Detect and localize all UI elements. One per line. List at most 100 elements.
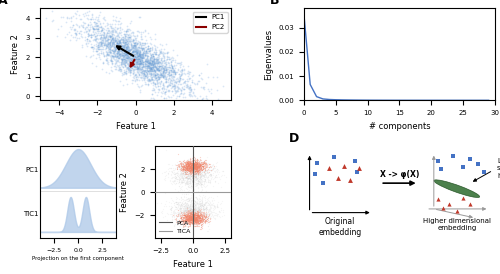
Point <box>144 65 152 69</box>
Point <box>121 52 129 57</box>
Point <box>118 40 126 45</box>
Point <box>130 42 138 47</box>
Point <box>198 206 206 210</box>
Point <box>134 56 142 61</box>
Point <box>100 34 108 38</box>
Point <box>192 171 200 175</box>
Point <box>189 166 197 170</box>
Point <box>97 29 105 33</box>
Point <box>118 45 126 50</box>
Point <box>178 67 186 72</box>
Point <box>115 43 123 48</box>
Point <box>169 101 177 105</box>
Point <box>185 160 193 165</box>
Point <box>193 182 201 186</box>
Point <box>106 45 114 50</box>
Point <box>110 41 118 45</box>
Point <box>194 177 202 181</box>
Point <box>188 198 196 202</box>
Point <box>136 44 144 48</box>
Point <box>152 84 160 89</box>
Point <box>188 164 196 169</box>
Point <box>182 175 190 180</box>
Point <box>187 198 195 203</box>
Point <box>102 42 110 46</box>
Point <box>188 158 196 162</box>
Point <box>138 67 145 71</box>
Point <box>138 46 146 50</box>
Point <box>102 58 110 62</box>
Point <box>149 64 157 68</box>
Point <box>186 163 194 168</box>
Point <box>187 163 195 167</box>
Point <box>114 45 122 50</box>
Point <box>108 58 116 63</box>
Point <box>187 159 195 164</box>
Point <box>109 35 117 39</box>
Point <box>164 56 172 61</box>
Point <box>201 169 209 174</box>
Point <box>181 164 189 168</box>
Point <box>136 15 144 19</box>
Point <box>89 29 97 33</box>
Point <box>180 179 188 184</box>
Point <box>95 55 103 59</box>
Point <box>123 45 131 50</box>
X-axis label: Feature 1: Feature 1 <box>116 122 156 131</box>
Point <box>126 52 134 56</box>
Point <box>186 220 194 224</box>
Point <box>135 78 143 82</box>
Point <box>138 55 146 59</box>
Point <box>185 183 193 187</box>
Point <box>190 212 198 216</box>
Point <box>176 218 184 223</box>
Point <box>190 216 198 221</box>
Point <box>200 159 207 163</box>
Point <box>188 218 196 222</box>
Point <box>179 177 187 181</box>
Point <box>182 83 190 87</box>
Text: D: D <box>288 132 299 145</box>
Point <box>182 208 190 212</box>
Point <box>109 49 117 53</box>
Point <box>96 25 104 29</box>
Point <box>194 212 202 217</box>
Point <box>181 205 189 210</box>
Point <box>116 78 124 83</box>
Point <box>156 73 164 77</box>
Point <box>171 162 179 167</box>
Point <box>186 215 194 219</box>
Point <box>146 65 154 69</box>
Point <box>144 44 152 48</box>
Point <box>176 204 184 209</box>
Point <box>102 49 110 53</box>
Point <box>186 221 194 226</box>
Point <box>190 202 198 207</box>
Point <box>111 38 119 43</box>
Point <box>196 165 204 169</box>
Point <box>92 0 100 3</box>
Point <box>201 177 209 181</box>
Point <box>176 78 184 83</box>
Point <box>195 214 203 219</box>
Point <box>202 201 210 206</box>
Point <box>194 224 202 228</box>
Point <box>132 57 140 61</box>
Point <box>114 48 122 53</box>
Point <box>198 204 206 208</box>
Point <box>196 198 204 203</box>
Point <box>209 203 217 207</box>
Point <box>196 183 204 187</box>
Point <box>194 181 202 186</box>
Point <box>201 214 209 219</box>
Point <box>149 82 157 87</box>
Point <box>190 167 198 171</box>
Point <box>168 64 176 68</box>
Point <box>192 215 200 219</box>
Point <box>156 66 164 70</box>
Point <box>182 218 190 223</box>
Point <box>178 214 186 218</box>
Point <box>195 215 203 219</box>
Point <box>182 215 190 219</box>
Point <box>177 69 185 74</box>
